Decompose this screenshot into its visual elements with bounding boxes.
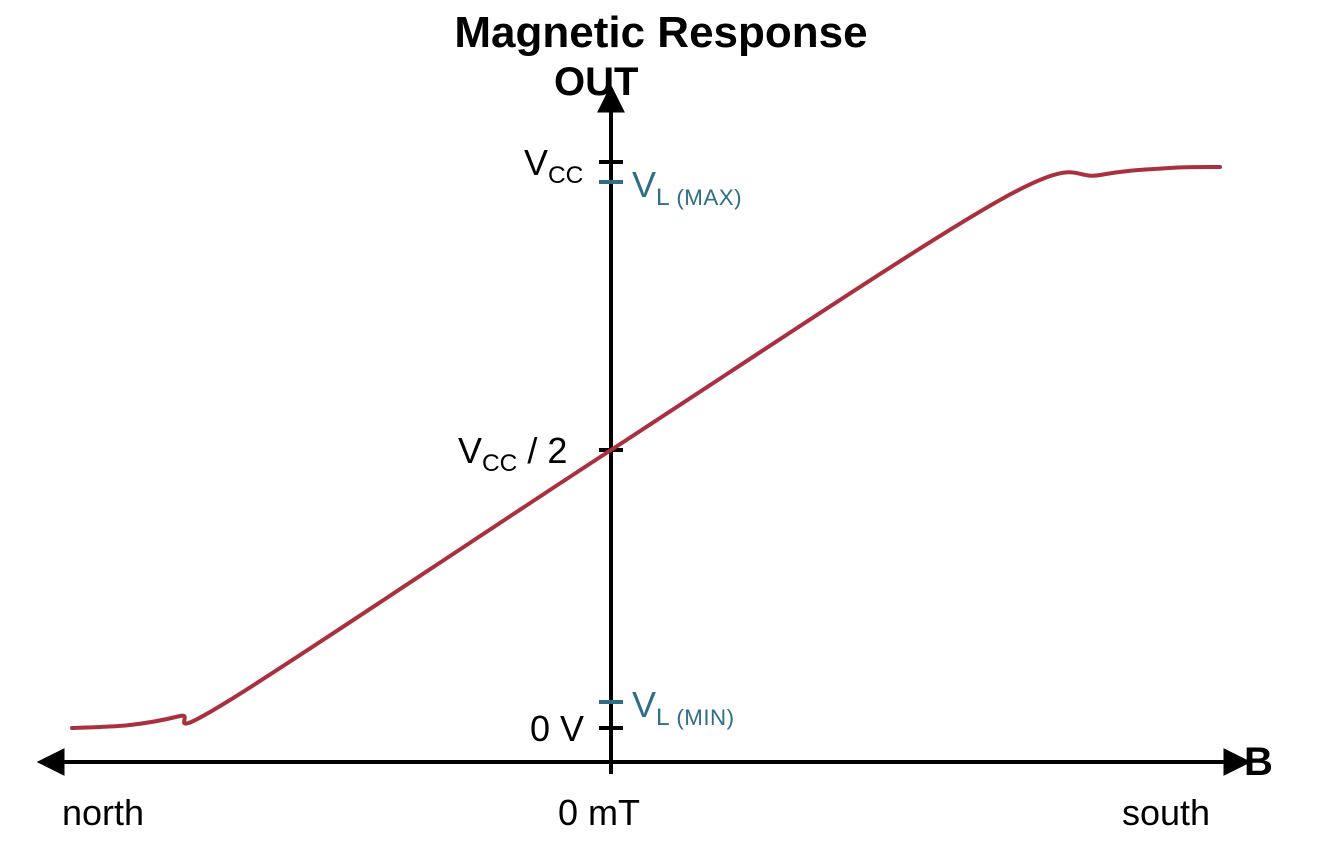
chart-title: Magnetic Response	[0, 8, 1322, 58]
y-tick-zero-v: 0 V	[530, 708, 584, 750]
y-axis-label-out: OUT	[554, 60, 638, 105]
x-tick-zero: 0 mT	[558, 792, 640, 834]
x-tick-north: north	[62, 792, 144, 834]
y-tick-vcc: VCC	[524, 142, 583, 184]
x-axis-label-b: B	[1244, 740, 1273, 785]
x-tick-south: south	[1122, 792, 1210, 834]
y-tick-vl-max: VL (MAX)	[632, 164, 742, 206]
y-tick-vl-min: VL (MIN)	[632, 684, 735, 726]
y-tick-vcc-half: VCC / 2	[458, 430, 567, 472]
chart-container: { "chart": { "type": "line", "title": "M…	[0, 0, 1322, 843]
